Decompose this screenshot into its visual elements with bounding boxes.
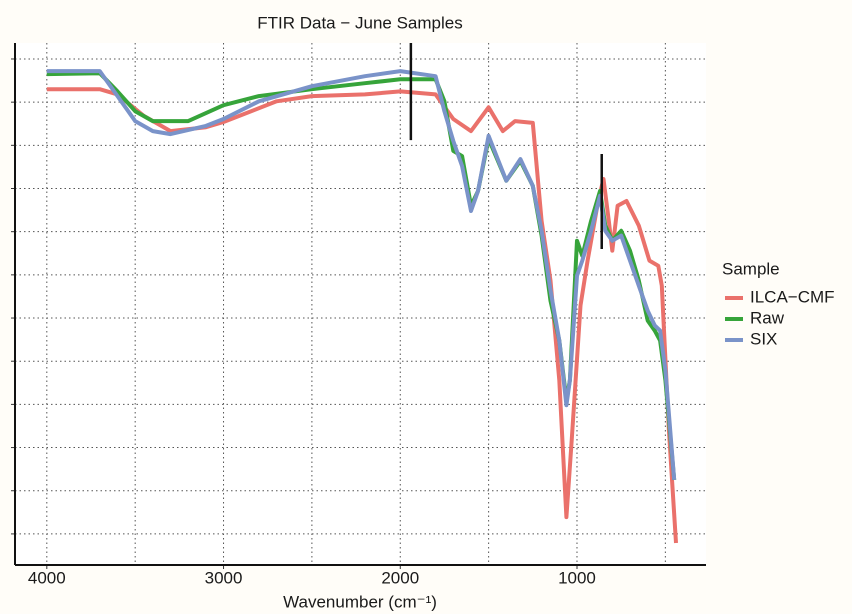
legend-label: ILCA−CMF <box>750 287 835 306</box>
series-line <box>46 87 678 544</box>
x-axis-title: Wavenumber (cm⁻¹) <box>283 592 437 611</box>
x-tick-label: 1000 <box>558 568 596 587</box>
plot-background <box>15 43 706 565</box>
x-tick-label: 4000 <box>28 568 66 587</box>
legend-label: Raw <box>750 308 785 327</box>
legend-label: SIX <box>750 329 777 348</box>
chart-title: FTIR Data − June Samples <box>257 13 463 32</box>
legend-title: Sample <box>722 259 780 278</box>
series-line <box>46 69 677 481</box>
x-tick-label: 3000 <box>205 568 243 587</box>
x-tick-label: 2000 <box>381 568 419 587</box>
